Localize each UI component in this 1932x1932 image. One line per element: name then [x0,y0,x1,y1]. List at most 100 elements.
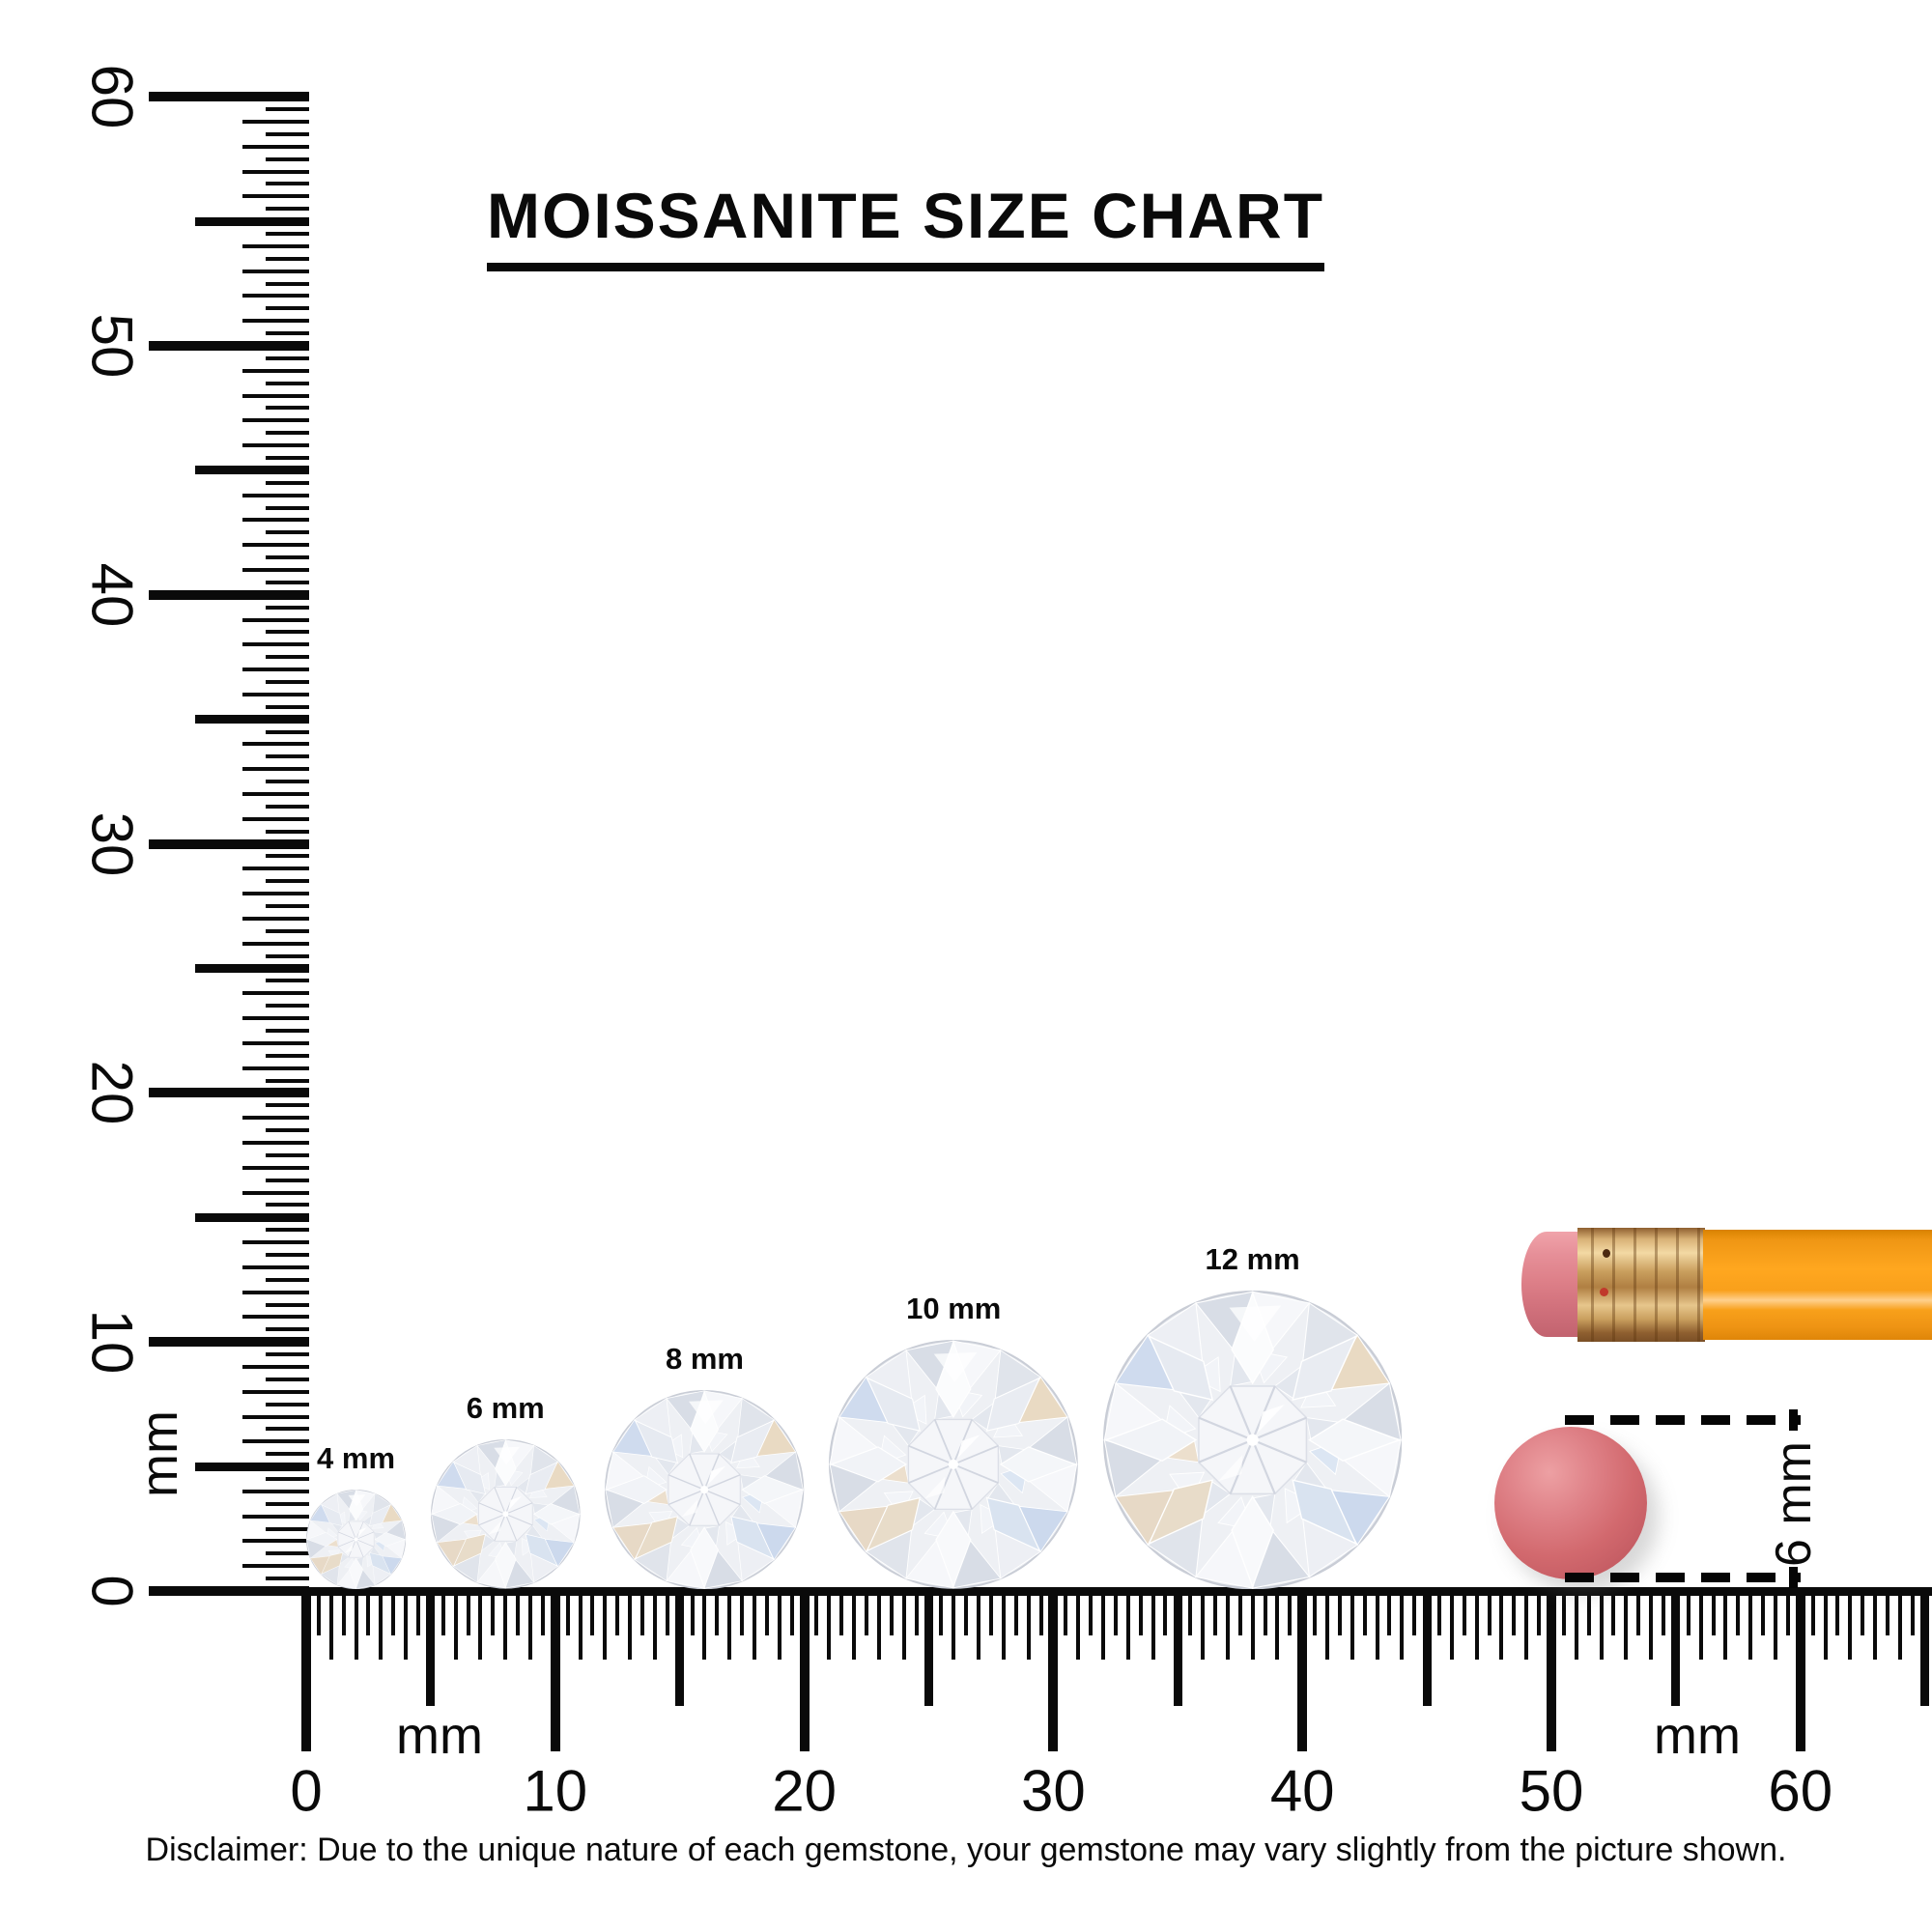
gem-illustration-12mm [1102,1290,1403,1589]
ruler-tick-half [466,1596,470,1635]
ruler-tick-half [1561,1596,1566,1635]
ruler-tick-half [266,1327,309,1332]
ruler-tick-half [1636,1596,1641,1635]
ruler-tick-half [1462,1596,1466,1635]
ruler-tick-minor [354,1596,358,1660]
ruler-tick-minor [478,1596,483,1660]
ruler-tick-minor [1524,1596,1529,1660]
ruler-tick-half [266,1053,309,1058]
ruler-tick-half [266,331,309,336]
ruler-tick-half [1212,1596,1217,1635]
ruler-tick-minor [1474,1596,1479,1660]
ruler-tick-half [1064,1596,1068,1635]
gem-illustration-8mm [605,1389,805,1589]
gem-size-label: 10 mm [906,1292,1002,1326]
measure-dash-top [1565,1415,1801,1425]
ruler-tick-minor [242,1140,309,1145]
disclaimer-text: Disclaimer: Due to the unique nature of … [145,1832,1787,1868]
ruler-tick-minor [242,294,309,298]
ruler-tick-minor [242,1364,309,1369]
ruler-tick-major [550,1596,560,1751]
ruler-tick-major [149,838,309,849]
ruler-tick-half [1237,1596,1242,1635]
ferrule-rivet [1603,1249,1610,1258]
ruler-tick-half [1288,1596,1293,1635]
ruler-tick-half [914,1596,919,1635]
ruler-tick-half [1263,1596,1267,1635]
ruler-tick-major [149,1088,309,1098]
ruler-tick-minor [1748,1596,1753,1660]
ruler-tick-minor [1698,1596,1703,1660]
ruler-tick-minor [242,617,309,622]
ruler-tick-half [266,182,309,186]
ruler-tick-minor [242,269,309,273]
measure-cap-top [1789,1409,1798,1431]
ruler-tick-minor [242,443,309,448]
ruler-tick-minor [242,941,309,946]
ruler-tick-minor [1823,1596,1828,1660]
ruler-tick-minor [242,892,309,896]
ruler-tick-half [266,1452,309,1457]
ruler-tick-half [814,1596,819,1635]
ruler-tick-half [266,953,309,958]
ruler-tick-minor [242,119,309,124]
ruler-tick-half [690,1596,695,1635]
horizontal-ruler-label: 60 [1768,1758,1833,1824]
ruler-tick-half [366,1596,371,1635]
ruler-tick-minor [528,1596,533,1660]
ruler-tick-half [266,1526,309,1531]
ruler-tick-medium [195,964,309,973]
ruler-tick-minor [1774,1596,1778,1660]
ruler-tick-minor [242,1116,309,1121]
ruler-tick-minor [1076,1596,1081,1660]
ruler-tick-half [266,1178,309,1182]
horizontal-ruler-label: 20 [772,1758,837,1824]
ruler-tick-half [1611,1596,1616,1635]
ruler-tick-half [416,1596,420,1635]
ruler-tick-minor [242,1414,309,1419]
ruler-tick-minor [242,816,309,821]
gem-10mm [829,1340,1079,1589]
ruler-tick-half [266,281,309,286]
ruler-tick-minor [1250,1596,1255,1660]
ruler-tick-minor [242,368,309,373]
ruler-tick-minor [1151,1596,1155,1660]
ruler-tick-major [1048,1596,1059,1751]
ruler-tick-half [266,1427,309,1432]
ruler-tick-minor [242,916,309,921]
ruler-tick-minor [901,1596,906,1660]
ruler-tick-minor [242,319,309,324]
vertical-ruler-label: 50 [79,313,145,379]
ruler-tick-major [149,341,309,351]
ruler-tick-major [301,1596,311,1751]
gem-size-label: 4 mm [317,1440,396,1475]
ruler-tick-medium [195,715,309,724]
ruler-tick-minor [1275,1596,1280,1660]
gem-12mm [1102,1290,1403,1589]
ruler-tick-minor [242,418,309,423]
ruler-tick-half [266,156,309,161]
ruler-tick-minor [242,1165,309,1170]
ruler-tick-major [149,589,309,600]
ruler-tick-minor [1350,1596,1354,1660]
ruler-tick-half [266,530,309,535]
ruler-tick-medium [195,1212,309,1222]
ruler-tick-half [1686,1596,1690,1635]
ferrule-rivet-red [1600,1288,1608,1296]
ruler-tick-minor [876,1596,881,1660]
gem-4mm [306,1489,407,1589]
ruler-tick-half [839,1596,844,1635]
gem-size-label: 8 mm [665,1341,744,1376]
ruler-tick-half [266,1252,309,1257]
ruler-tick-minor [242,543,309,548]
ruler-tick-half [266,1152,309,1157]
ruler-tick-half [1163,1596,1168,1635]
vertical-ruler-label: 30 [79,811,145,876]
ruler-tick-medium [195,1462,309,1471]
ruler-tick-half [266,1228,309,1233]
horizontal-ruler-label: 40 [1269,1758,1335,1824]
pencil-eraser [1521,1232,1581,1337]
ruler-tick-minor [1873,1596,1878,1660]
ruler-tick-medium [675,1596,685,1706]
ruler-tick-half [1861,1596,1865,1635]
